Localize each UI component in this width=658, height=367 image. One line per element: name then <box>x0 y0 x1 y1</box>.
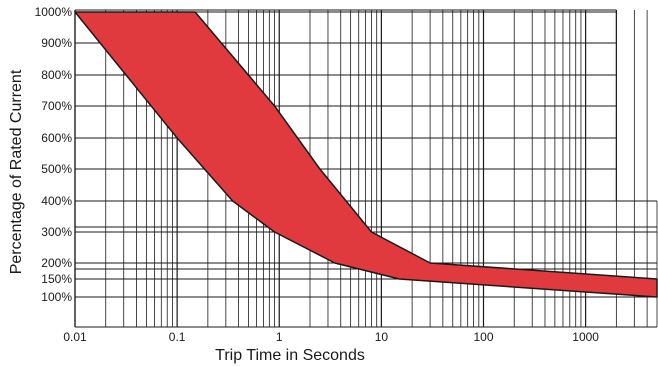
y-axis-label: Percentage of Rated Current <box>8 69 25 274</box>
x-tick-label: 0.01 <box>63 330 87 344</box>
y-tick-label: 800% <box>41 68 72 82</box>
x-tick-label: 0.1 <box>169 330 186 344</box>
y-tick-labels: 100% 150% 200% 300% 400% 500% 600% 700% 800% 900%… <box>35 5 73 304</box>
y-tick-label: 1000% <box>35 5 73 19</box>
y-tick-label: 200% <box>41 256 72 270</box>
x-tick-label: 1 <box>276 330 283 344</box>
y-tick-label: 400% <box>41 194 72 208</box>
x-tick-label: 10 <box>375 330 389 344</box>
x-tick-label: 100 <box>473 330 493 344</box>
y-tick-label: 100% <box>41 290 72 304</box>
y-tick-label: 500% <box>41 162 72 176</box>
y-tick-label: 900% <box>41 36 72 50</box>
x-axis-label: Trip Time in Seconds <box>215 347 365 364</box>
y-tick-label: 150% <box>41 272 72 286</box>
x-tick-labels: 0.01 0.1 1 10 100 1000 <box>63 330 599 344</box>
trip-band-area <box>74 11 658 298</box>
y-tick-label: 600% <box>41 131 72 145</box>
y-tick-label: 300% <box>41 225 72 239</box>
x-tick-label: 1000 <box>572 330 599 344</box>
y-tick-label: 700% <box>41 99 72 113</box>
